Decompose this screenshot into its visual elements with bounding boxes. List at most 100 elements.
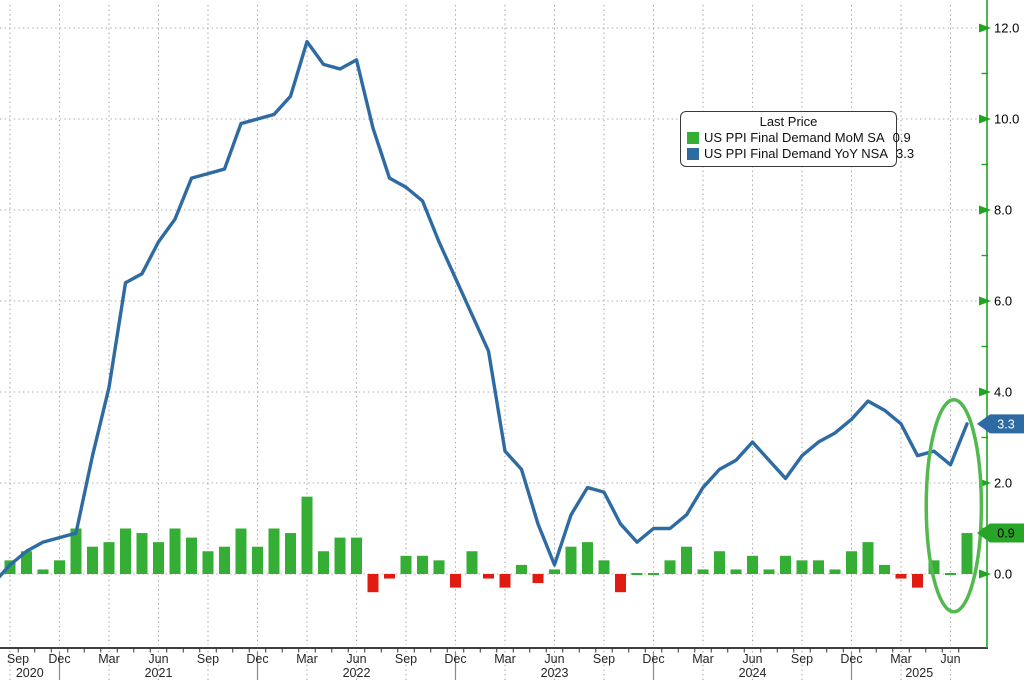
x-axis-month-label: Sep [395,652,417,666]
mom-bar [846,551,857,574]
x-axis-month-label: Jun [544,652,564,666]
mom-bar [351,537,362,574]
chart-legend[interactable]: Last Price US PPI Final Demand MoM SA 0.… [680,111,914,167]
x-axis-month-label: Sep [791,652,813,666]
highlight-ellipse [924,397,984,614]
legend-item-yoy: US PPI Final Demand YoY NSA 3.3 [687,146,914,162]
x-axis-month-label: Jun [148,652,168,666]
last-price-badge-value: 0.9 [997,527,1014,541]
legend-item-yoy-value: 3.3 [896,146,915,161]
mom-bar [681,546,692,574]
x-axis-month-label: Dec [246,652,268,666]
mom-bar [268,528,280,574]
mom-bar [829,569,841,574]
mom-bar [516,564,527,574]
mom-bar [862,542,874,574]
mom-bar [400,555,412,574]
mom-bar [730,569,742,574]
mom-bar [648,573,659,575]
mom-bar [285,533,296,574]
mom-bar [895,574,907,579]
x-axis-month-label: Sep [593,652,615,666]
y-axis-tick-label: 0.0 [994,567,1012,582]
x-axis-month-label: Sep [197,652,219,666]
mom-bar [549,569,560,574]
mom-bar [169,528,181,574]
x-axis-month-label: Jun [940,652,960,666]
mom-bar [301,496,313,574]
mom-bar [763,569,775,574]
mom-bar [796,560,808,574]
mom-series-swatch [687,132,699,144]
mom-bar [37,569,49,574]
x-axis-year-label: 2022 [343,666,371,680]
mom-bar [483,574,494,579]
mom-bar [87,546,98,574]
mom-bar [879,564,890,574]
yoy-line [0,39,969,579]
mom-bar [433,560,445,574]
x-axis-month-label: Dec [840,652,862,666]
mom-bar [450,574,461,588]
x-axis-month-label: Mar [494,652,516,666]
mom-bar [747,555,758,574]
y-axis-tick-label: 2.0 [994,476,1012,491]
mom-bar [54,560,65,574]
yoy-series-swatch [687,148,699,160]
mom-bar [367,574,379,593]
mom-bar [120,528,131,574]
mom-bar [945,573,956,575]
x-axis-month-label: Mar [98,652,120,666]
mom-bar [598,560,610,574]
x-axis-year-label: 2024 [739,666,767,680]
legend-item-mom: US PPI Final Demand MoM SA 0.9 [687,130,911,146]
mom-bar [417,555,428,574]
mom-bar [499,574,511,588]
y-axis-tick-arrow [979,296,991,306]
last-price-badge-value: 3.3 [997,417,1014,431]
legend-item-yoy-label: US PPI Final Demand YoY NSA [704,146,889,161]
mom-bar [582,542,593,574]
mom-bar [912,574,923,588]
x-axis-month-label: Dec [48,652,70,666]
x-axis-month-label: Jun [346,652,366,666]
mom-bar [466,551,478,574]
mom-bar [928,560,940,574]
mom-bar [714,551,725,574]
mom-bar [103,542,115,574]
y-axis-tick-arrow [979,23,991,33]
last-price-badge [977,523,1024,543]
y-axis-tick-label: 4.0 [994,385,1012,400]
mom-bar [21,551,32,574]
mom-bar [235,528,247,574]
x-axis-year-label: 2025 [905,666,933,680]
legend-item-mom-label: US PPI Final Demand MoM SA [704,130,885,145]
mom-bar [631,573,643,575]
y-axis-tick-arrow [979,387,991,397]
mom-bar [565,546,577,574]
mom-bar [697,569,709,574]
mom-bar [219,546,230,574]
mom-bar [384,574,395,579]
mom-bar [961,533,973,574]
mom-bar [780,555,791,574]
y-axis-tick-label: 12.0 [994,21,1019,36]
mom-bar [615,574,626,593]
x-axis-year-label: 2020 [16,666,44,680]
y-axis-tick-label: 6.0 [994,294,1012,309]
mom-bar [252,546,263,574]
x-axis-month-label: Mar [890,652,912,666]
y-axis-tick-label: 10.0 [994,112,1019,127]
x-axis-month-label: Dec [642,652,664,666]
mom-bar [813,560,824,574]
mom-bar [136,533,148,574]
mom-bar [532,574,544,584]
mom-bar [202,551,214,574]
mom-bar [664,560,676,574]
x-axis-year-label: 2023 [541,666,569,680]
last-price-badge [977,414,1024,434]
x-axis-month-label: Mar [296,652,318,666]
y-axis-tick-arrow [979,205,991,215]
